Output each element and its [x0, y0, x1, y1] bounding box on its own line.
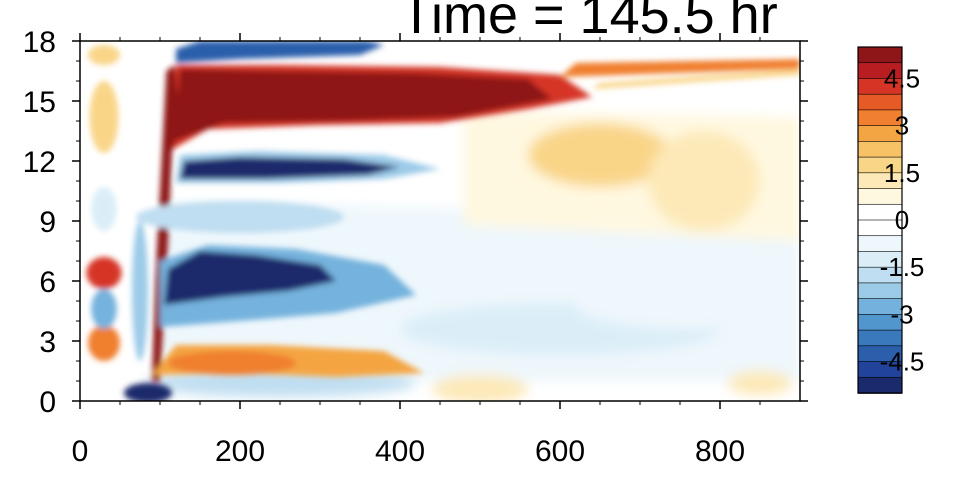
left-blob-blue-4	[91, 289, 117, 329]
blob-yellow-bottom-right	[728, 371, 792, 395]
colorbar-swatch	[857, 329, 903, 347]
jet-core	[174, 69, 552, 141]
neg-band-6-core	[164, 251, 336, 305]
pos-band-surface-core	[168, 351, 296, 375]
left-blob-orange-3	[88, 325, 120, 361]
x-tick-label: 800	[695, 435, 745, 468]
y-tick-label: 9	[39, 206, 56, 239]
colorbar-swatch	[857, 46, 903, 64]
y-tick-label: 0	[39, 386, 56, 419]
x-tick-label: 200	[215, 435, 265, 468]
bottom-left-blue	[124, 383, 172, 401]
top-band-yellow	[592, 69, 800, 89]
colorbar-label: -3	[890, 299, 913, 329]
blob-yellow-bottom	[432, 375, 528, 401]
colorbar-swatch	[857, 235, 903, 253]
colorbar: 4.5 3 1.5 0 -1.5 -3 -4.5	[857, 46, 925, 394]
colorbar-label: 1.5	[884, 158, 920, 188]
y-tick-label: 3	[39, 326, 56, 359]
y-tick-label: 15	[23, 86, 56, 119]
colorbar-border	[857, 46, 903, 394]
y-tick-label: 6	[39, 266, 56, 299]
neg-band-12-core	[180, 157, 400, 179]
heatmap-field	[86, 41, 800, 401]
colorbar-swatch	[857, 188, 903, 206]
x-tick-label: 400	[375, 435, 425, 468]
colorbar-label: 3	[895, 111, 909, 141]
y-tick-label: 18	[23, 26, 56, 59]
colorbar-swatch	[857, 376, 903, 394]
neg-band-9	[136, 201, 344, 233]
colorbar-swatch	[857, 282, 903, 300]
colorbar-label: 4.5	[884, 63, 920, 93]
blob-orange-upper-right	[528, 123, 672, 187]
left-blob-red-6	[86, 257, 122, 289]
top-neg-strip	[176, 41, 384, 63]
y-tick-label: 12	[23, 146, 56, 179]
y-axis: 0 3 6 9 12 15 18	[23, 26, 808, 419]
left-column-blue	[132, 221, 148, 361]
left-blob-yellow-14	[89, 81, 119, 153]
blob-yellow-right	[648, 131, 760, 231]
colorbar-swatch	[857, 93, 903, 111]
top-band-orange	[560, 59, 800, 77]
x-tick-label: 0	[72, 435, 89, 468]
left-blob-blue-9	[91, 187, 117, 231]
x-tick-label: 600	[535, 435, 585, 468]
blob-lightblue-right	[576, 281, 800, 329]
colorbar-swatch	[857, 141, 903, 158]
chart-title: Time = 145.5 hr	[400, 0, 778, 45]
colorbar-label: -1.5	[880, 252, 925, 282]
x-axis: 0 200 400 600 800	[72, 33, 761, 468]
left-blob-yellow-17	[88, 45, 120, 65]
colorbar-label: -4.5	[880, 347, 925, 377]
colorbar-label: 0	[895, 205, 909, 235]
